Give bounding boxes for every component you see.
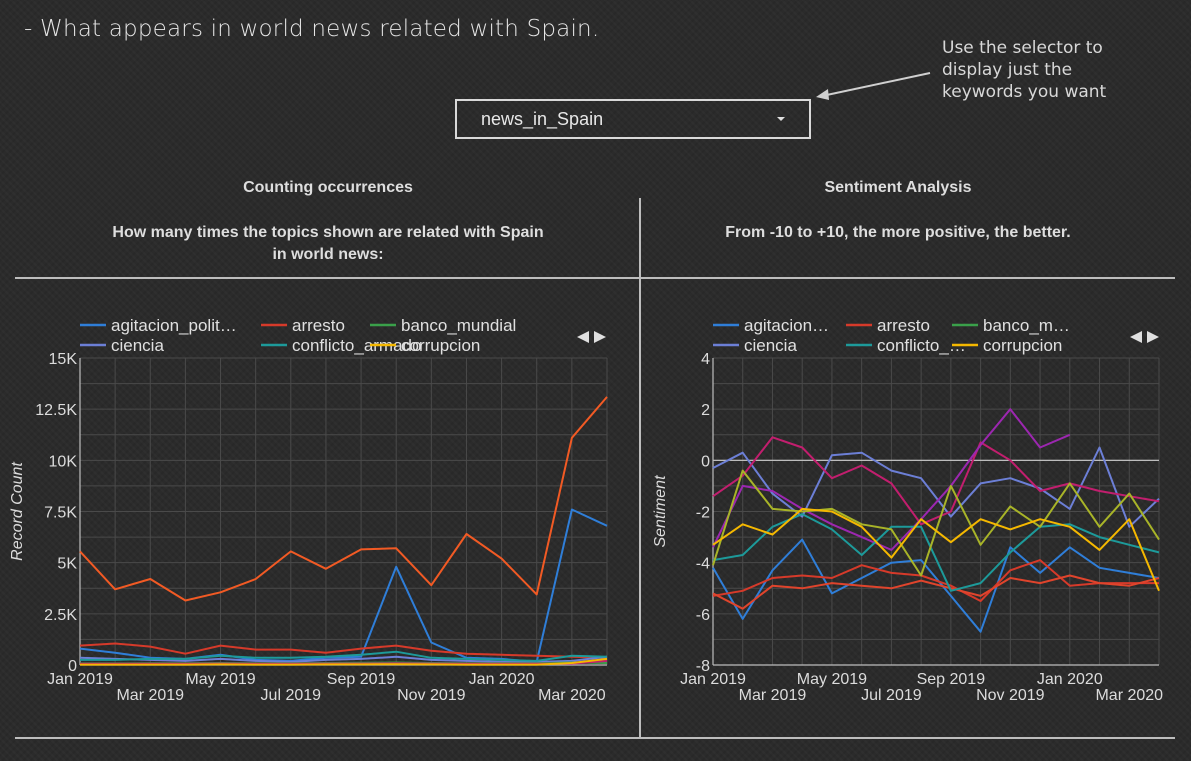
- count-series-line: [80, 657, 608, 666]
- count-series-line: [79, 396, 608, 602]
- count-x-tick-label: Jan 2019: [47, 671, 113, 688]
- count-y-tick-label: 15K: [49, 351, 78, 368]
- right-section-title: Sentiment Analysis: [824, 179, 972, 196]
- count-x-tick-label: Nov 2019: [397, 687, 466, 704]
- sentiment-x-tick-label: May 2019: [797, 671, 867, 688]
- sentiment-legend-label: corrupcion: [983, 336, 1062, 355]
- divider-bottom: [15, 737, 1175, 739]
- sentiment-legend-label: banco_m…: [983, 316, 1070, 335]
- count-x-tick-label: Jul 2019: [261, 687, 322, 704]
- sentiment-y-tick-label: -4: [696, 556, 710, 573]
- sentiment-series-line: [712, 574, 1160, 610]
- sentiment-series-line: [712, 446, 1160, 528]
- sentiment-legend-label: conflicto_…: [877, 336, 966, 355]
- sentiment-series-line: [712, 408, 1071, 551]
- count-y-tick-label: 7.5K: [44, 505, 77, 522]
- left-section-subtitle: How many times the topics shown are rela…: [80, 222, 576, 266]
- count-legend-label: corrupcion: [401, 336, 480, 355]
- sentiment-x-tick-label: Mar 2019: [739, 687, 807, 704]
- count-legend-label: ciencia: [111, 336, 164, 355]
- sentiment-legend-next-icon[interactable]: [1147, 331, 1159, 343]
- sentiment-y-tick-label: 0: [701, 453, 710, 470]
- left-section-title: Counting occurrences: [243, 179, 413, 196]
- divider-vertical: [639, 198, 641, 739]
- sentiment-x-tick-label: Nov 2019: [976, 687, 1045, 704]
- count-legend-label: banco_mundial: [401, 316, 516, 335]
- sentiment-legend-prev-icon[interactable]: [1130, 331, 1142, 343]
- sentiment-x-tick-label: Jan 2020: [1037, 671, 1103, 688]
- count-x-tick-label: Mar 2019: [116, 687, 184, 704]
- count-y-tick-label: 5K: [57, 556, 77, 573]
- sentiment-y-axis-label: Sentiment: [652, 475, 669, 548]
- sentiment-x-tick-label: Mar 2020: [1095, 687, 1163, 704]
- sentiment-series-line: [712, 507, 1160, 592]
- sentiment-y-tick-label: -8: [696, 658, 710, 675]
- sentiment-legend-label: agitacion…: [744, 316, 829, 335]
- page-headline: - What appears in world news related wit…: [24, 16, 600, 42]
- count-y-tick-label: 12.5K: [35, 402, 77, 419]
- hint-arrow-head: [816, 89, 829, 100]
- sentiment-legend-label: ciencia: [744, 336, 797, 355]
- selector-hint-note: Use the selector to display just the key…: [942, 38, 1107, 102]
- sentiment-legend-label: arresto: [877, 316, 930, 335]
- sentiment-series-line: [712, 559, 1159, 602]
- left-subtitle-line1: How many times the topics shown are rela…: [112, 224, 544, 241]
- count-legend-label: conflicto_armado: [292, 336, 421, 355]
- count-legend-next-icon[interactable]: [594, 331, 606, 343]
- sentiment-y-tick-label: 4: [701, 351, 710, 368]
- right-section-subtitle: From -10 to +10, the more positive, the …: [725, 224, 1071, 241]
- count-y-tick-label: 2.5K: [44, 607, 77, 624]
- count-y-tick-label: 10K: [49, 453, 78, 470]
- hint-arrow-line: [821, 72, 931, 97]
- chevron-down-icon: [777, 117, 785, 121]
- sentiment-x-tick-label: Sep 2019: [917, 671, 986, 688]
- sentiment-y-tick-label: -2: [696, 505, 710, 522]
- sentiment-series-line: [712, 436, 1160, 526]
- count-x-tick-label: May 2019: [185, 671, 255, 688]
- sentiment-x-tick-label: Jul 2019: [861, 687, 922, 704]
- count-legend-prev-icon[interactable]: [577, 331, 589, 343]
- count-legend-label: arresto: [292, 316, 345, 335]
- count-y-tick-label: 0: [68, 658, 77, 675]
- keyword-selector-value: news_in_Spain: [481, 109, 604, 129]
- count-y-axis-label: Record Count: [9, 462, 26, 561]
- count-series-line: [79, 655, 608, 663]
- divider-top: [15, 277, 1175, 279]
- count-series-line: [79, 642, 608, 659]
- count-x-tick-label: Jan 2020: [469, 671, 535, 688]
- count-x-tick-label: Sep 2019: [327, 671, 396, 688]
- count-legend-label: agitacion_polit…: [111, 316, 237, 335]
- keyword-selector[interactable]: news_in_Spain: [455, 99, 811, 139]
- left-subtitle-line2: in world news:: [272, 246, 384, 263]
- sentiment-series-line: [712, 538, 1160, 633]
- count-x-tick-label: Mar 2020: [538, 687, 606, 704]
- sentiment-x-tick-label: Jan 2019: [680, 671, 746, 688]
- count-series-line: [80, 650, 608, 662]
- sentiment-y-tick-label: 2: [701, 402, 710, 419]
- sentiment-y-tick-label: -6: [696, 607, 710, 624]
